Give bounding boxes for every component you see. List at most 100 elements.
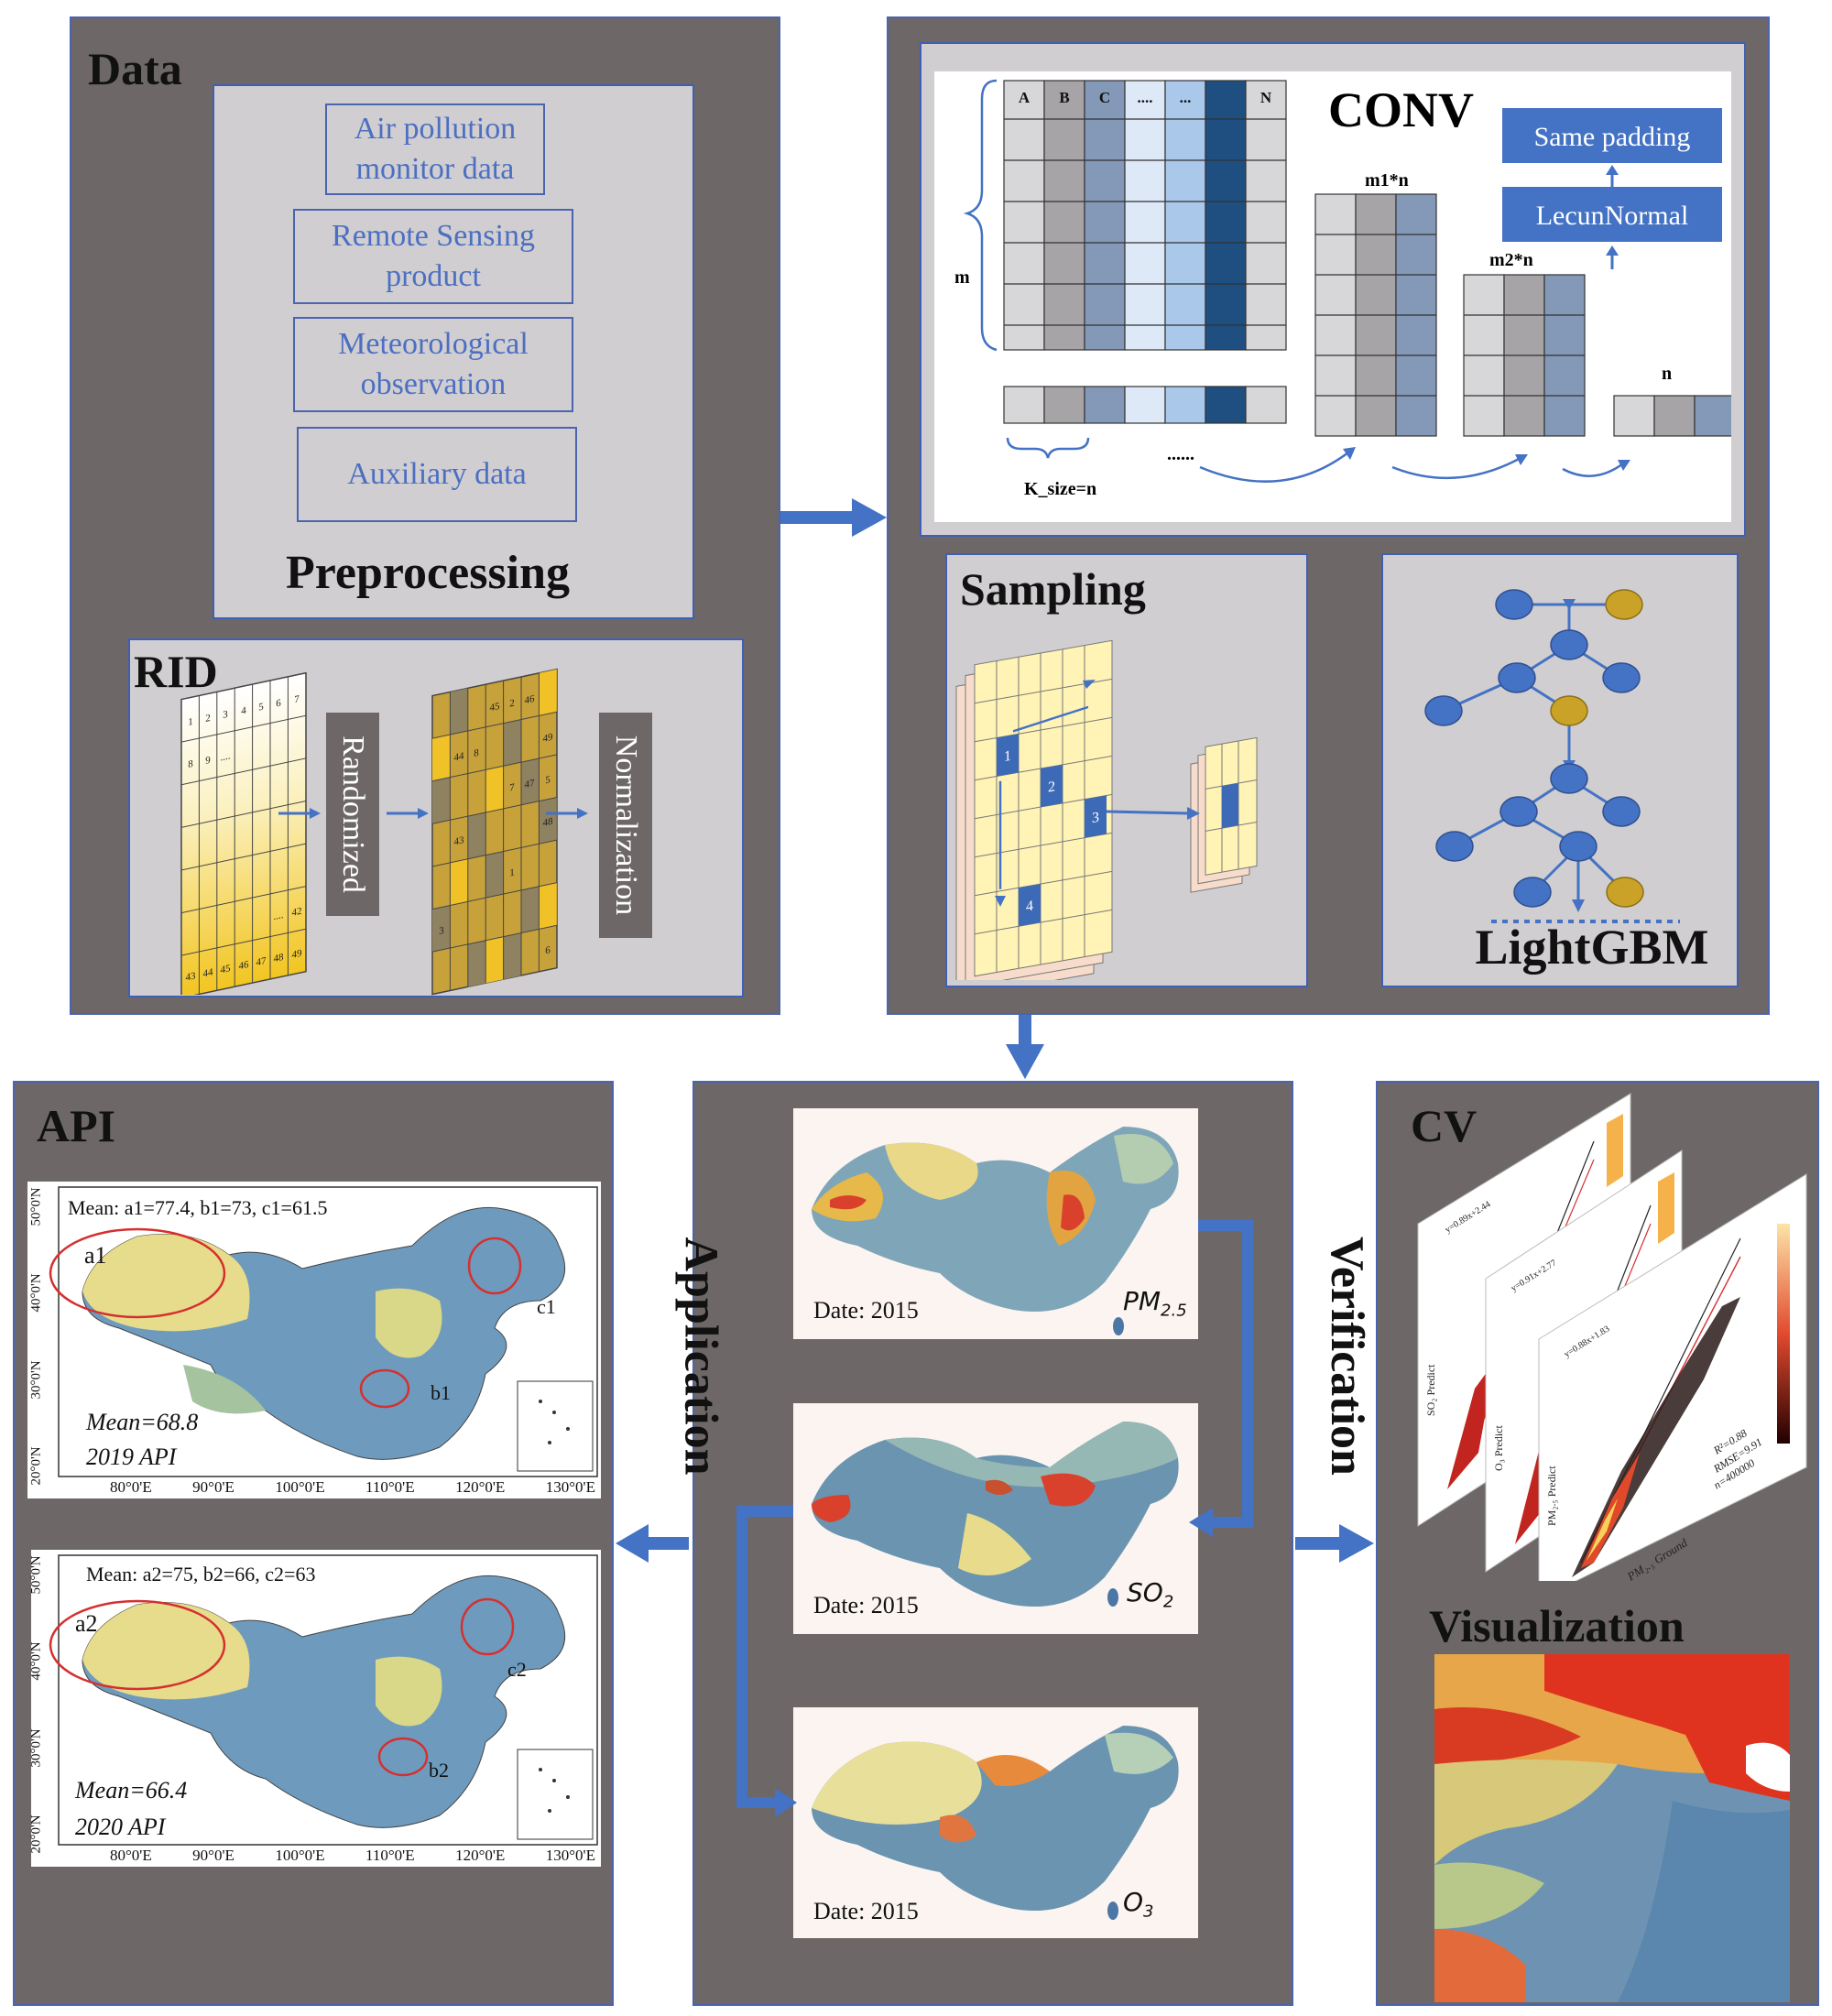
rid-randomized-label: Randomized (326, 713, 379, 916)
api-title: API (37, 1100, 116, 1151)
rid-randomized-grid: 45 2 46 44 8 49 7 47 5 48 43 1 3 6 (431, 668, 558, 996)
api-map-2020: Mean: a2=75, b2=66, c2=63 a2 b2 c2 Mean=… (29, 1550, 601, 1867)
svg-text:LecunNormal: LecunNormal (1536, 201, 1689, 231)
o3-label: O3 (1123, 1887, 1154, 1922)
svg-text:43: 43 (186, 970, 196, 983)
svg-text:3: 3 (223, 709, 228, 721)
svg-text:47: 47 (525, 778, 535, 790)
svg-text:48: 48 (543, 816, 553, 829)
data-item-auxiliary: Auxiliary data (297, 427, 577, 522)
lightgbm-tree: LightGBM (1424, 589, 1709, 975)
svg-text:43: 43 (454, 834, 464, 847)
arrow-model-to-application (1006, 1015, 1044, 1079)
svg-text:N: N (1260, 89, 1272, 106)
svg-text:....: .... (221, 750, 231, 763)
sampling-diagram: 1 2 3 4 (955, 639, 1258, 980)
arrow-data-to-model (780, 498, 887, 537)
cv-title: CV (1411, 1100, 1478, 1151)
svg-text:....: .... (1138, 89, 1153, 106)
svg-text:42: 42 (292, 906, 302, 919)
api-2020-label-c: c2 (507, 1658, 527, 1681)
svg-text:46: 46 (239, 959, 249, 972)
so2-label: SO2 (1127, 1577, 1174, 1612)
data-item-remote-sensing: Remote Sensing product (293, 209, 573, 304)
svg-text:44: 44 (203, 966, 213, 979)
svg-text:49: 49 (292, 948, 302, 961)
pm25-label: PM2.5 (1123, 1286, 1187, 1321)
svg-text:4: 4 (1026, 899, 1033, 915)
svg-text:1: 1 (1004, 748, 1011, 765)
svg-text:m1*n: m1*n (1365, 170, 1409, 191)
svg-text:48: 48 (274, 952, 284, 964)
svg-text:47: 47 (256, 955, 267, 968)
api-2020-year: 2020 API (75, 1814, 166, 1840)
svg-text:CONV: CONV (1328, 82, 1474, 137)
rid-normalization-label: Normalization (599, 713, 652, 938)
svg-text:C: C (1099, 89, 1110, 106)
rid-title: RID (134, 646, 218, 697)
svg-text:....: .... (274, 910, 284, 922)
svg-text:...: ... (1180, 89, 1192, 106)
cv-scatter-plots: y=0.89x+2.44 SO₂ Predict y=0.91x+2.77 O₃… (1417, 1093, 1807, 1581)
api-2019-label-c: c1 (537, 1295, 556, 1318)
sampling-title: Sampling (960, 563, 1146, 615)
o3-date: Date: 2015 (813, 1898, 919, 1924)
data-title: Data (88, 43, 182, 94)
svg-text:2: 2 (1048, 779, 1055, 795)
svg-text:7: 7 (294, 693, 300, 705)
svg-text:6: 6 (276, 697, 281, 709)
api-2020-label-a: a2 (75, 1610, 98, 1637)
svg-text:6: 6 (545, 944, 551, 956)
svg-text:1: 1 (188, 716, 193, 728)
api-2019-mean-header: Mean: a1=77.4, b1=73, c1=61.5 (68, 1196, 328, 1219)
preprocessing-label: Preprocessing (286, 547, 571, 599)
svg-text:Same padding: Same padding (1534, 122, 1691, 152)
svg-text:m: m (954, 267, 970, 288)
o3-map: Date: 2015 O3 (793, 1707, 1198, 1938)
api-2019-label-b: b1 (431, 1381, 451, 1404)
rid-arrow-3 (546, 808, 588, 819)
api-2019-lon-ticks: 80°0'E 90°0'E 100°0'E 110°0'E 120°0'E 130°0'E (110, 1478, 595, 1496)
visualization-title: Visualization (1429, 1600, 1685, 1651)
svg-text:3: 3 (1092, 810, 1099, 826)
svg-text:5: 5 (545, 774, 551, 786)
arrow-application-to-api (616, 1524, 689, 1563)
svg-text:LightGBM: LightGBM (1475, 920, 1708, 975)
api-map-2019: Mean: a1=77.4, b1=73, c1=61.5 a1 b1 c1 M… (27, 1182, 601, 1498)
api-2020-mean: Mean=66.4 (75, 1777, 188, 1804)
svg-text:45: 45 (221, 963, 231, 975)
svg-text:2: 2 (205, 713, 211, 725)
svg-text:B: B (1059, 89, 1069, 106)
so2-date: Date: 2015 (813, 1592, 919, 1618)
svg-text:2: 2 (509, 698, 515, 710)
api-2020-lon-ticks: 80°0'E 90°0'E 100°0'E 110°0'E 120°0'E 130°0'E (110, 1847, 595, 1864)
svg-text:n: n (1662, 364, 1672, 384)
api-2020-lat-ticks: 50°0'N 40°0'N 30°0'N 20°0'N (28, 1555, 44, 1854)
svg-text:......: ...... (1167, 444, 1194, 464)
pm25-date: Date: 2015 (813, 1297, 919, 1324)
svg-text:3: 3 (439, 925, 444, 937)
svg-text:1: 1 (509, 867, 515, 879)
svg-text:9: 9 (205, 755, 211, 767)
svg-text:4: 4 (241, 705, 246, 717)
rid-arrow-2 (387, 808, 429, 819)
svg-text:49: 49 (543, 732, 553, 745)
svg-text:K_size=n: K_size=n (1024, 479, 1096, 499)
so2-map: Date: 2015 SO2 (793, 1403, 1198, 1634)
application-flow-arrows (736, 1220, 1253, 1817)
api-2019-mean: Mean=68.8 (86, 1409, 199, 1435)
svg-text:45: 45 (490, 701, 500, 714)
svg-text:A: A (1019, 89, 1030, 106)
svg-text:44: 44 (454, 750, 464, 763)
arrow-application-to-cv (1295, 1524, 1374, 1563)
data-item-air-pollution: Air pollution monitor data (325, 104, 545, 195)
api-2020-label-b: b2 (429, 1759, 449, 1782)
svg-text:8: 8 (474, 747, 479, 759)
svg-text:SO₂ Predict: SO₂ Predict (1424, 1364, 1437, 1416)
data-item-meteorological: Meteorological observation (293, 317, 573, 412)
visualization-map (1434, 1654, 1790, 2002)
svg-text:PM₂.₅ Predict: PM₂.₅ Predict (1545, 1466, 1558, 1526)
api-2020-mean-header: Mean: a2=75, b2=66, c2=63 (86, 1563, 316, 1586)
api-2019-lat-ticks: 50°0'N 40°0'N 30°0'N 20°0'N (28, 1187, 44, 1486)
